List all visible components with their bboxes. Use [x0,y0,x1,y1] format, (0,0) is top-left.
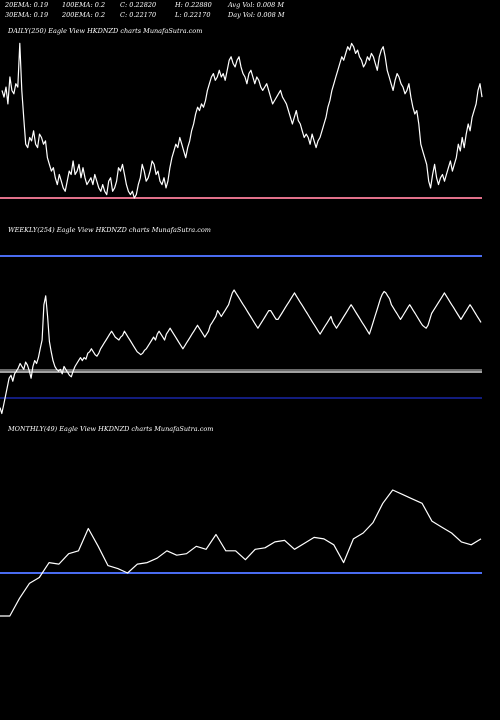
close-label: C: 0.22820 [120,1,157,9]
close-label-2: C: 0.22170 [120,11,157,19]
day-vol-label: Day Vol: 0.008 M [228,11,285,19]
ema200-label: 200EMA: 0.2 [62,11,106,19]
avg-vol-label: Avg Vol: 0.008 M [228,1,285,9]
weekly-price-line [0,289,482,415]
weekly-caption: WEEKLY(254) Eagle View HKDNZD charts Mun… [8,226,211,234]
ema100-label: 100EMA: 0.2 [62,1,106,9]
monthly-price-line [0,489,482,617]
ema20-label: 20EMA: 0.19 [5,1,49,9]
ema30-label: 30EMA: 0.19 [5,11,49,19]
low-label: L: 0.22170 [175,11,211,19]
weekly-plot [0,255,482,415]
daily-plot [0,42,483,199]
monthly-plot [0,489,482,617]
high-label: H: 0.22880 [175,1,212,9]
daily-price-line [1,42,483,199]
monthly-caption: MONTHLY(49) Eagle View HKDNZD charts Mun… [8,425,214,433]
daily-caption: DAILY(250) Eagle View HKDNZD charts Muna… [8,27,203,35]
